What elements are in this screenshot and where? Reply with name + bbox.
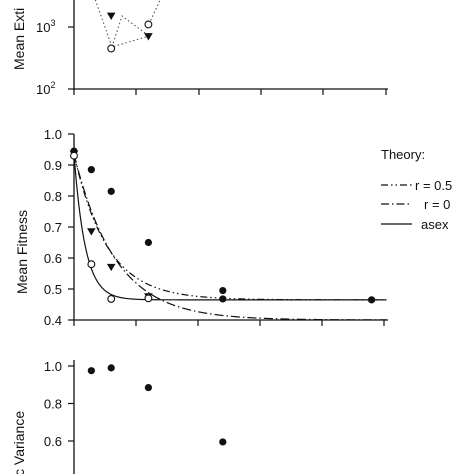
mid-y-tick-label-3: 0.7 [44,220,62,235]
legend-title: Theory: [381,147,425,162]
bot-y-tick-label-2: 0.8 [44,397,62,412]
mid-point-s2-2 [107,294,116,303]
mid-y-tick-label-2: 0.6 [44,251,62,266]
mid-point-s0-6 [368,296,376,304]
top-dotted-lines [94,0,161,48]
theory-curve-solid [74,154,387,301]
legend-label-r05: r = 0.5 [415,178,452,193]
top-y-tick-label-100: 102 [36,80,55,97]
mid-point-s2-3 [144,294,153,303]
bot-y-axis-title: c Variance [11,411,27,474]
mid-markers [69,147,376,304]
middle-panel: 0.4 0.5 0.6 0.7 0.8 0.9 1.0 Mean Fitness Theor… [14,127,452,328]
bot-point-s0-2 [144,383,152,392]
mid-point-s0-5 [219,295,227,303]
top-point-s0-2 [144,33,153,41]
legend-label-asex: asex [421,217,449,232]
mid-y-tick-label-5: 0.9 [44,158,62,173]
bottom-panel: 0.4 0.6 0.8 1.0 c Variance [11,359,227,474]
theory-curve-dash-dot-dot [74,154,387,301]
mid-y-tick-label-0: 0.4 [44,313,62,328]
mid-point-s1-1 [87,228,96,236]
legend-label-r0: r = 0 [424,197,450,212]
bot-markers [87,364,227,446]
mid-y-tick-label-4: 0.8 [44,189,62,204]
bot-y-tick-label-3: 1.0 [44,359,62,374]
mid-point-s2-0 [70,151,78,160]
top-markers [106,12,153,53]
top-y-axis-title: Mean Exti [11,8,27,70]
mid-y-tick-label-6: 1.0 [44,127,62,142]
mid-y-tick-label-1: 0.5 [44,282,62,297]
mid-x-ticks [73,320,385,326]
top-point-s1-1 [144,20,153,29]
bot-point-s0-1 [107,364,115,372]
top-point-s0-1 [106,12,116,20]
top-point-s1-0 [107,44,116,53]
mid-point-s0-2 [107,187,115,195]
bot-y-ticks: 0.4 0.6 0.8 1.0 [44,359,74,474]
bot-y-tick-label-0: 0.4 [44,472,62,474]
legend: Theory: r = 0.5 r = 0 asex [381,147,452,232]
mid-point-s1-2 [106,263,116,272]
top-y-tick-label-1000: 103 [36,18,55,35]
top-x-ticks [73,89,387,95]
bot-point-s0-3 [219,438,227,446]
mid-point-s0-3 [144,238,152,247]
theory-curves [74,154,387,320]
mid-point-s0-1 [87,166,95,174]
top-panel: 103 102 Mean Exti [11,0,388,97]
theory-curve-dash-dot [74,154,387,320]
mid-y-axis-title: Mean Fitness [14,210,30,294]
bot-point-s0-0 [87,367,95,375]
mid-point-s2-1 [87,260,96,269]
mid-point-s0-4 [219,286,227,295]
mid-y-ticks: 0.4 0.5 0.6 0.7 0.8 0.9 1.0 [44,127,74,328]
bot-y-tick-label-1: 0.6 [44,434,62,449]
